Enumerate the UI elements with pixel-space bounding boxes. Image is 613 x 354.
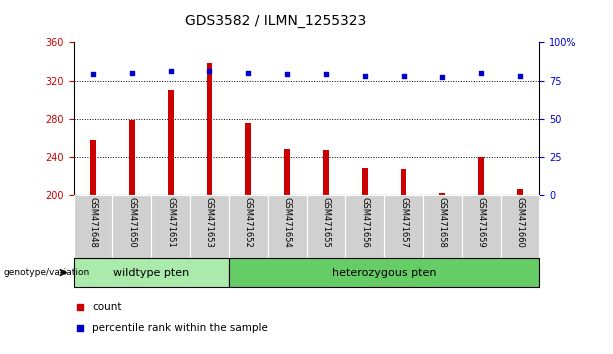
Text: GSM471648: GSM471648 (88, 196, 97, 247)
Text: GSM471659: GSM471659 (477, 196, 485, 247)
Point (205, 69, 215, 74)
Text: GDS3582 / ILMN_1255323: GDS3582 / ILMN_1255323 (185, 14, 367, 28)
Text: percentile rank within the sample: percentile rank within the sample (92, 323, 268, 333)
Text: GSM471652: GSM471652 (244, 196, 253, 247)
Text: GSM471650: GSM471650 (128, 196, 136, 247)
Bar (229, 195, 268, 258)
Point (438, 75, 447, 80)
Text: genotype/variation: genotype/variation (3, 268, 89, 277)
Bar (501, 195, 539, 258)
Bar (440, 193, 445, 195)
Point (398, 73, 408, 79)
Text: GSM471653: GSM471653 (205, 196, 214, 247)
Bar (151, 195, 190, 258)
Bar (190, 195, 229, 258)
Point (127, 70, 137, 76)
Text: GSM471657: GSM471657 (399, 196, 408, 247)
Point (166, 69, 175, 74)
Text: heterozygous pten: heterozygous pten (332, 268, 436, 278)
Text: GSM471658: GSM471658 (438, 196, 447, 247)
Text: GSM471656: GSM471656 (360, 196, 369, 247)
Bar (384, 195, 423, 258)
Bar (229, 258, 539, 287)
Bar (345, 195, 384, 258)
Bar (245, 123, 251, 195)
Bar (478, 156, 484, 195)
Bar (90, 139, 96, 195)
Bar (423, 195, 462, 258)
Text: GSM471660: GSM471660 (516, 196, 525, 247)
Point (282, 72, 292, 77)
Bar (401, 169, 406, 195)
Bar (268, 195, 306, 258)
Bar (129, 120, 135, 195)
Point (321, 72, 331, 77)
Point (243, 70, 253, 76)
Text: GSM471654: GSM471654 (283, 196, 292, 247)
Bar (168, 90, 173, 195)
Bar (323, 150, 329, 195)
Point (476, 70, 486, 76)
Bar (74, 258, 229, 287)
Bar (517, 189, 523, 195)
Bar (306, 195, 345, 258)
Point (75, 304, 85, 309)
Point (75, 326, 85, 331)
Text: GSM471655: GSM471655 (321, 196, 330, 247)
Text: GSM471651: GSM471651 (166, 196, 175, 247)
Bar (462, 195, 501, 258)
Bar (207, 63, 212, 195)
Bar (112, 195, 151, 258)
Bar (362, 168, 368, 195)
Point (88, 72, 98, 77)
Text: count: count (92, 302, 121, 312)
Point (360, 73, 370, 79)
Bar (284, 149, 290, 195)
Point (515, 73, 525, 79)
Text: wildtype pten: wildtype pten (113, 268, 189, 278)
Bar (74, 195, 112, 258)
